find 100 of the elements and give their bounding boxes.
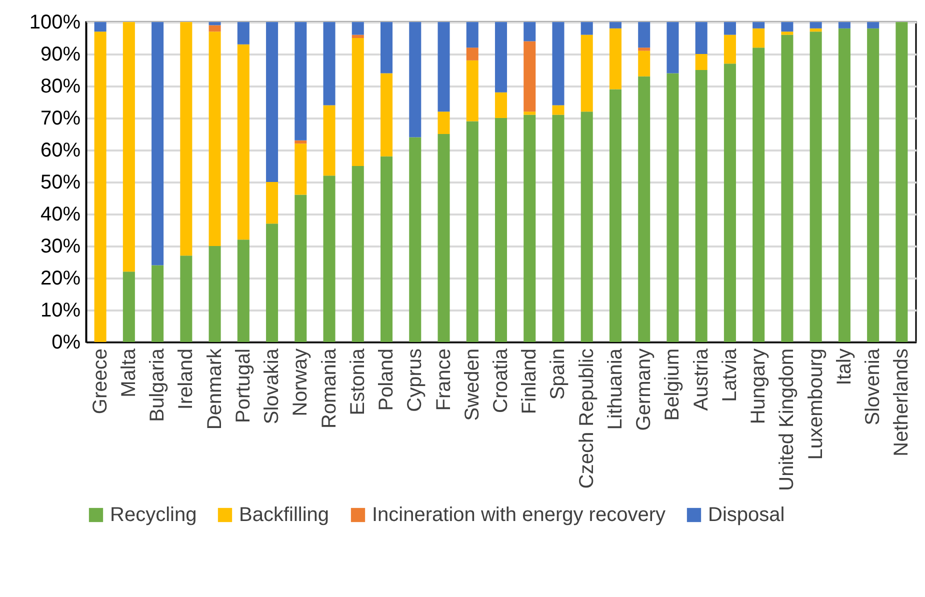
x-tick-label: Denmark — [204, 348, 226, 430]
bar — [294, 194, 307, 342]
x-tick-label: Poland — [376, 348, 398, 411]
y-tick-label: 80% — [40, 76, 81, 98]
x-tick-label: Belgium — [662, 348, 684, 421]
bar — [609, 28, 622, 90]
y-tick-label: 20% — [40, 268, 81, 290]
bar — [380, 73, 393, 156]
bar — [781, 22, 794, 32]
x-tick-label: Spain — [547, 348, 570, 400]
bar — [580, 112, 593, 342]
x-tick-label: Sweden — [461, 348, 484, 421]
x-tick-label: Luxembourg — [804, 348, 827, 460]
x-tick-label: Hungary — [748, 348, 770, 424]
x-tick-label: France — [432, 348, 455, 411]
bar — [323, 22, 336, 106]
bar — [294, 140, 307, 144]
bar — [724, 64, 736, 342]
x-tick-label: Norway — [290, 348, 312, 416]
bar — [466, 22, 478, 48]
bar — [409, 137, 422, 342]
bar — [638, 50, 650, 76]
bar — [438, 112, 450, 134]
bar — [838, 28, 850, 342]
bar — [237, 44, 250, 240]
x-tick-label: Finland — [518, 348, 541, 414]
bar — [638, 48, 650, 51]
bar — [294, 144, 307, 195]
bar — [352, 166, 364, 342]
bar — [438, 134, 450, 342]
bar — [838, 22, 850, 28]
bar — [552, 22, 564, 106]
bar — [867, 28, 880, 342]
bar — [409, 22, 422, 138]
bar — [896, 22, 908, 342]
bar — [752, 28, 765, 48]
bar — [867, 22, 880, 28]
bar — [466, 60, 478, 122]
bar — [609, 89, 622, 342]
x-tick-label: Latvia — [718, 348, 741, 402]
bar — [494, 92, 508, 118]
bar — [180, 256, 192, 342]
legend-label: Disposal — [708, 504, 785, 526]
bar — [609, 22, 622, 28]
bar — [666, 22, 679, 74]
y-tick-label: 40% — [40, 204, 81, 226]
x-tick-label: United Kingdom — [776, 348, 798, 491]
legend-label: Incineration with energy recovery — [372, 504, 666, 526]
y-tick-label: 60% — [40, 140, 81, 162]
x-tick-label: Germany — [633, 348, 656, 431]
bar — [494, 118, 508, 342]
bar — [380, 156, 393, 342]
y-tick-label: 100% — [29, 12, 81, 34]
bar — [323, 105, 336, 176]
bar — [552, 114, 564, 342]
x-tick-label: Malta — [118, 348, 140, 398]
bar — [122, 272, 135, 342]
bar — [638, 22, 650, 48]
x-tick-label: Portugal — [232, 348, 254, 423]
x-tick-label: Italy — [833, 348, 856, 386]
bar — [180, 22, 192, 256]
x-tick-label: Cyprus — [404, 348, 426, 412]
bar — [438, 22, 450, 112]
bar — [695, 70, 708, 342]
bar — [94, 22, 106, 32]
bar — [266, 22, 278, 182]
bar — [380, 22, 393, 74]
bar — [524, 114, 536, 342]
bar — [266, 224, 278, 342]
x-tick-label: Bulgaria — [146, 348, 169, 422]
bar — [466, 121, 478, 342]
bar — [352, 22, 364, 35]
bar — [724, 22, 736, 35]
bar — [752, 48, 765, 342]
bar — [352, 38, 364, 166]
x-tick-label: Netherlands — [890, 348, 913, 456]
bar — [552, 105, 564, 115]
x-tick-label: Romania — [318, 348, 340, 429]
bar — [237, 240, 250, 342]
bar — [466, 48, 478, 60]
x-tick-label: Slovakia — [261, 348, 284, 424]
x-tick-label: Croatia — [490, 348, 512, 413]
x-tick-label: Greece — [89, 348, 112, 414]
x-tick-label: Czech Republic — [576, 348, 598, 489]
bar — [695, 54, 708, 70]
bar — [810, 28, 822, 32]
bar — [638, 76, 650, 342]
bar — [781, 34, 794, 342]
bar — [152, 265, 164, 342]
bar — [524, 41, 536, 112]
y-tick-label: 10% — [40, 300, 81, 322]
bar — [810, 32, 822, 342]
bar — [810, 22, 822, 28]
bar — [494, 22, 508, 92]
bar — [781, 32, 794, 35]
x-tick-label: Lithuania — [604, 348, 626, 430]
bar — [208, 246, 221, 342]
y-tick-label: 0% — [52, 332, 81, 354]
bar — [266, 182, 278, 224]
bar — [152, 22, 164, 266]
